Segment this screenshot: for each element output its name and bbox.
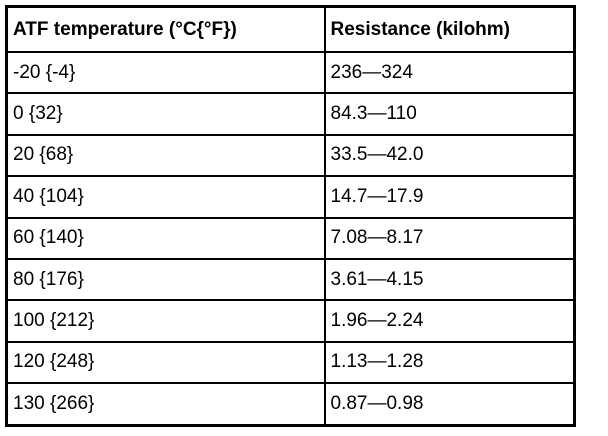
- header-row: ATF temperature (°C{°F}) Resistance (kil…: [5, 5, 576, 53]
- header-cell: ATF temperature (°C{°F}): [5, 5, 326, 53]
- table-cell: 84.3—110: [323, 92, 576, 136]
- table-row: 40 {104} 14.7—17.9: [5, 175, 576, 219]
- table-row: 100 {212} 1.96—2.24: [5, 299, 576, 343]
- table-cell: 1.13—1.28: [323, 340, 576, 385]
- table-cell: 7.08—8.17: [323, 216, 576, 260]
- resistance-table: ATF temperature (°C{°F}) Resistance (kil…: [5, 5, 576, 427]
- table-cell: 0.87—0.98: [323, 382, 576, 427]
- table-row: 80 {176} 3.61—4.15: [5, 257, 576, 302]
- table-cell: 100 {212}: [5, 299, 326, 343]
- table-cell: 0 {32}: [5, 92, 326, 136]
- table-row: 130 {266} 0.87—0.98: [5, 382, 576, 427]
- table-cell: 40 {104}: [5, 175, 326, 219]
- table-cell: 130 {266}: [5, 382, 326, 427]
- table-cell: 120 {248}: [5, 340, 326, 385]
- table-cell: -20 {-4}: [5, 50, 326, 95]
- table-row: 0 {32} 84.3—110: [5, 92, 576, 136]
- table-cell: 20 {68}: [5, 133, 326, 178]
- table-cell: 33.5—42.0: [323, 133, 576, 178]
- table-row: -20 {-4} 236—324: [5, 50, 576, 95]
- table-row: 60 {140} 7.08—8.17: [5, 216, 576, 260]
- header-cell: Resistance (kilohm): [323, 5, 576, 53]
- table-cell: 1.96—2.24: [323, 299, 576, 343]
- table-cell: 3.61—4.15: [323, 257, 576, 302]
- table-cell: 80 {176}: [5, 257, 326, 302]
- table-cell: 236—324: [323, 50, 576, 95]
- table-cell: 60 {140}: [5, 216, 326, 260]
- table-row: 120 {248} 1.13—1.28: [5, 340, 576, 385]
- table-cell: 14.7—17.9: [323, 175, 576, 219]
- table-row: 20 {68} 33.5—42.0: [5, 133, 576, 178]
